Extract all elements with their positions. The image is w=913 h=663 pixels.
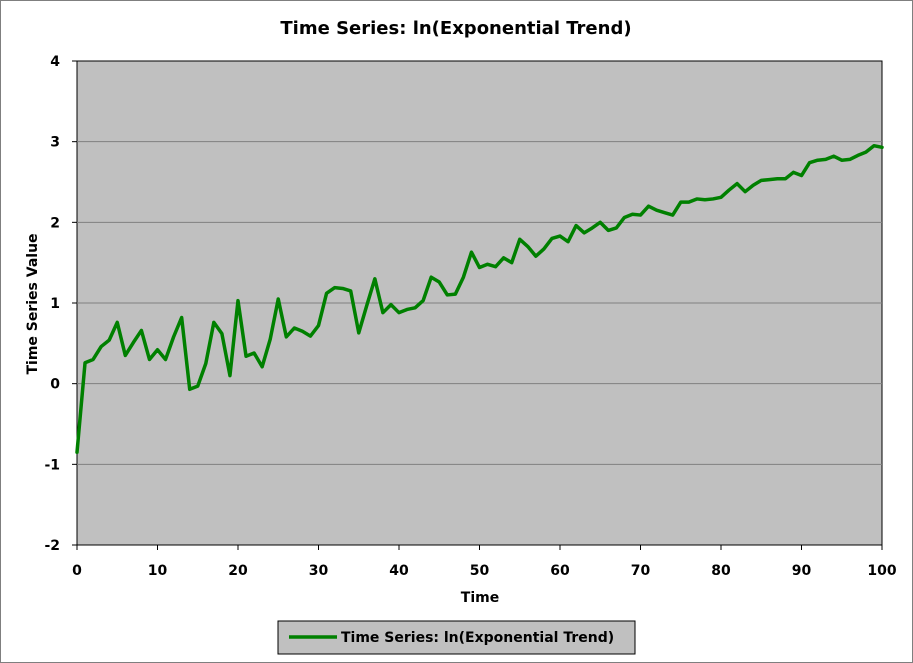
y-tick-label: -2 [44, 538, 60, 554]
x-tick-label: 10 [148, 563, 168, 579]
legend-box [277, 620, 636, 655]
x-axis-label: Time [461, 590, 499, 606]
x-tick-label: 50 [470, 563, 490, 579]
x-tick-label: 60 [550, 563, 570, 579]
chart-title: Time Series: ln(Exponential Trend) [280, 18, 631, 39]
gridlines [77, 141, 882, 465]
y-tick-label: -1 [44, 457, 60, 473]
x-tick-label: 100 [867, 563, 896, 579]
legend-entry: Time Series: ln(Exponential Trend) [341, 630, 614, 646]
y-tick-label: 1 [50, 296, 60, 312]
x-axis-ticks: 0 10 20 30 40 50 60 70 80 90 100 [72, 545, 897, 579]
y-axis-label: Time Series Value [25, 233, 41, 374]
x-tick-label: 90 [792, 563, 812, 579]
y-tick-label: 4 [50, 54, 60, 70]
series-line [75, 143, 884, 454]
x-tick-label: 0 [72, 563, 82, 579]
y-tick-label: 3 [50, 135, 60, 151]
y-tick-label: 2 [50, 215, 60, 231]
y-tick-label: 0 [50, 377, 60, 393]
legend: Time Series: ln(Exponential Trend) [277, 620, 636, 655]
x-tick-label: 40 [389, 563, 409, 579]
x-tick-label: 70 [631, 563, 651, 579]
x-tick-label: 30 [309, 563, 329, 579]
x-tick-label: 20 [228, 563, 248, 579]
x-tick-label: 80 [711, 563, 731, 579]
y-axis-ticks: -2 -1 0 1 2 3 4 [44, 54, 77, 554]
